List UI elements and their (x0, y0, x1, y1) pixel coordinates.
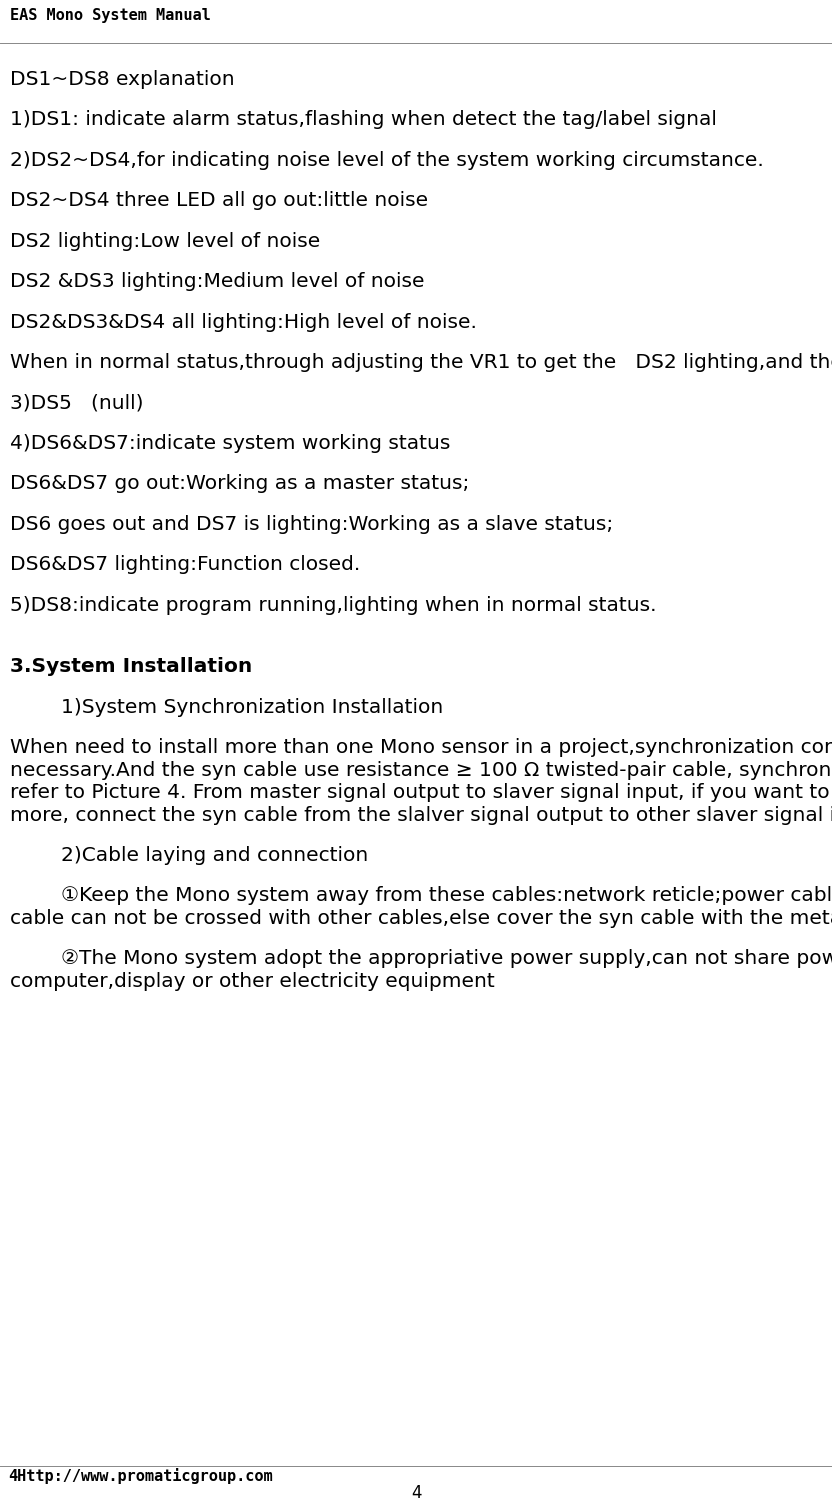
Text: computer,display or other electricity equipment: computer,display or other electricity eq… (10, 972, 495, 990)
Text: ①Keep the Mono system away from these cables:network reticle;power cable(>110VAC: ①Keep the Mono system away from these ca… (10, 887, 832, 905)
Text: refer to Picture 4. From master signal output to slaver signal input, if you wan: refer to Picture 4. From master signal o… (10, 783, 832, 801)
Text: 1)System Synchronization Installation: 1)System Synchronization Installation (10, 698, 443, 716)
Text: necessary.And the syn cable use resistance ≥ 100 Ω twisted-pair cable, synchroni: necessary.And the syn cable use resistan… (10, 761, 832, 779)
Text: When need to install more than one Mono sensor in a project,synchronization conn: When need to install more than one Mono … (10, 739, 832, 756)
Text: DS1~DS8 explanation: DS1~DS8 explanation (10, 70, 235, 88)
Text: 5)DS8:indicate program running,lighting when in normal status.: 5)DS8:indicate program running,lighting … (10, 596, 656, 614)
Text: DS2&DS3&DS4 all lighting:High level of noise.: DS2&DS3&DS4 all lighting:High level of n… (10, 313, 477, 331)
Text: DS2 &DS3 lighting:Medium level of noise: DS2 &DS3 lighting:Medium level of noise (10, 273, 424, 291)
Text: DS6&DS7 lighting:Function closed.: DS6&DS7 lighting:Function closed. (10, 556, 360, 574)
Text: cable can not be crossed with other cables,else cover the syn cable with the met: cable can not be crossed with other cabl… (10, 909, 832, 927)
Text: more, connect the syn cable from the slalver signal output to other slaver signa: more, connect the syn cable from the sla… (10, 806, 832, 824)
Text: 2)Cable laying and connection: 2)Cable laying and connection (10, 846, 369, 864)
Text: ②The Mono system adopt the appropriative power supply,can not share power supply: ②The Mono system adopt the appropriative… (10, 950, 832, 968)
Text: When in normal status,through adjusting the VR1 to get the   DS2 lighting,and th: When in normal status,through adjusting … (10, 354, 832, 372)
Text: DS6 goes out and DS7 is lighting:Working as a slave status;: DS6 goes out and DS7 is lighting:Working… (10, 515, 613, 533)
Text: 4)DS6&DS7:indicate system working status: 4)DS6&DS7:indicate system working status (10, 434, 450, 452)
Text: DS2~DS4 three LED all go out:little noise: DS2~DS4 three LED all go out:little nois… (10, 192, 428, 210)
Text: 2)DS2~DS4,for indicating noise level of the system working circumstance.: 2)DS2~DS4,for indicating noise level of … (10, 151, 764, 169)
Text: EAS Mono System Manual: EAS Mono System Manual (10, 7, 210, 22)
Text: 3)DS5   (null): 3)DS5 (null) (10, 394, 143, 412)
Text: 3.System Installation: 3.System Installation (10, 658, 252, 676)
Text: 4: 4 (411, 1485, 421, 1498)
Text: DS2 lighting:Low level of noise: DS2 lighting:Low level of noise (10, 232, 320, 250)
Text: 4Http://www.promaticgroup.com: 4Http://www.promaticgroup.com (8, 1468, 273, 1485)
Text: 1)DS1: indicate alarm status,flashing when detect the tag/label signal: 1)DS1: indicate alarm status,flashing wh… (10, 111, 717, 129)
Text: DS6&DS7 go out:Working as a master status;: DS6&DS7 go out:Working as a master statu… (10, 475, 469, 493)
